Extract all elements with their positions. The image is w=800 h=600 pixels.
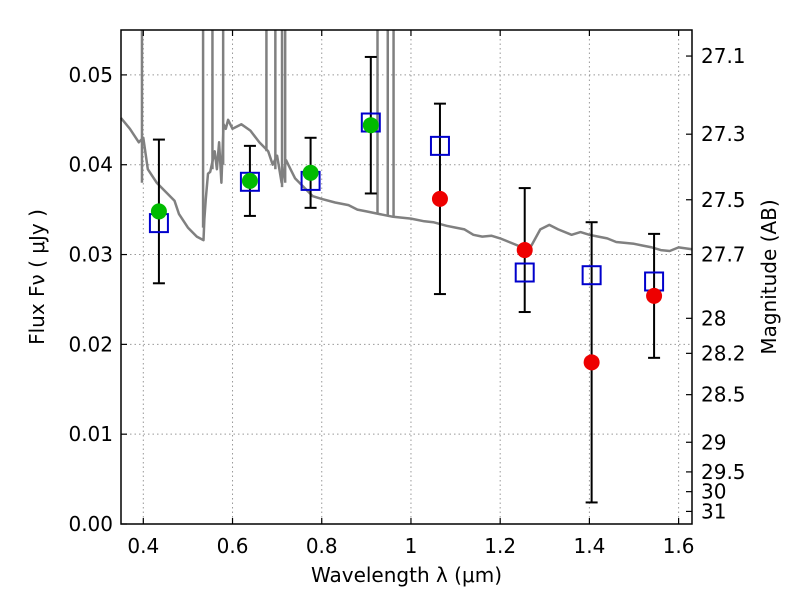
y2-tick-label: 29	[701, 430, 726, 454]
y-tick-label: 0.02	[68, 332, 113, 356]
y-tick-label: 0.04	[68, 153, 113, 177]
open-square-marker	[239, 171, 260, 192]
open-square-marker	[429, 135, 450, 156]
y2-tick-label: 28	[701, 306, 726, 330]
x-tick-label: 0.4	[127, 534, 159, 558]
x-tick-label: 1.6	[663, 534, 695, 558]
y-tick-label: 0.00	[68, 512, 113, 536]
plot-frame	[120, 29, 693, 525]
y-tick-label: 0.05	[68, 63, 113, 87]
axis-ticks: 0.4 0.6 0.8 1 1.2 1.4 1.6 0.00 0.01 0.02 0.03 0.04 0…	[68, 30, 746, 558]
y2-tick-label: 28.5	[701, 383, 746, 407]
y2-tick-label: 30	[701, 480, 726, 504]
y2-tick-label: 28.2	[701, 341, 746, 365]
y2-axis-label: Magnitude (AB)	[757, 199, 781, 354]
x-tick-label: 0.8	[306, 534, 338, 558]
x-tick-label: 1	[405, 534, 418, 558]
x-axis-label: Wavelength λ (μm)	[311, 563, 502, 587]
model-spectrum	[120, 30, 693, 256]
green-point	[362, 117, 379, 134]
red-point	[516, 242, 533, 259]
y-tick-label: 0.03	[68, 243, 113, 267]
y-tick-label: 0.01	[68, 422, 113, 446]
open-square-marker	[581, 265, 602, 286]
x-tick-label: 0.6	[217, 534, 249, 558]
red-point	[646, 287, 663, 304]
red-point	[583, 354, 600, 371]
grid-lines	[121, 30, 692, 525]
x-tick-label: 1.4	[573, 534, 605, 558]
box-markers	[148, 112, 665, 292]
open-square-marker	[514, 262, 535, 283]
green-point	[302, 164, 319, 181]
point-markers	[150, 117, 663, 371]
green-point	[150, 203, 167, 220]
model-curve	[120, 117, 693, 256]
y2-tick-label: 31	[701, 499, 726, 523]
green-point	[241, 172, 258, 189]
y2-tick-label: 27.3	[701, 122, 746, 146]
y2-tick-label: 27.5	[701, 188, 746, 212]
y2-tick-label: 29.5	[701, 460, 746, 484]
x-tick-label: 1.2	[484, 534, 516, 558]
y2-tick-label: 27.7	[701, 243, 746, 267]
y2-tick-label: 27.1	[701, 44, 746, 68]
red-point	[431, 190, 448, 207]
y-axis-label: Flux Fν ( μJy )	[25, 209, 49, 345]
